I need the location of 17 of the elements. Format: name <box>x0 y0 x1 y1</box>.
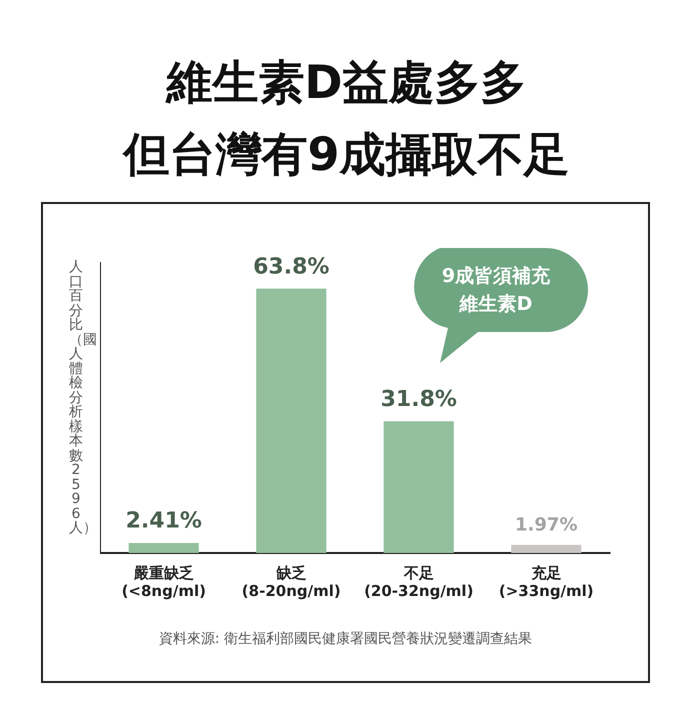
bar <box>256 288 326 553</box>
bar <box>384 421 454 553</box>
x-tick-label: 充足 (>33ng/ml) <box>498 564 594 600</box>
bar <box>128 543 199 553</box>
bar <box>511 544 582 553</box>
data-label: 63.8% <box>253 254 330 280</box>
annotation: 9成皆須補充維生素D <box>440 264 552 317</box>
x-tick-label: 不足 (20-32ng/ml) <box>364 564 474 600</box>
x-tick-label: 嚴重缺乏 (<8ng/ml) <box>122 564 206 600</box>
chart-title: 維生素D益處多多 <box>164 54 528 111</box>
x-tick-label: 缺乏 (8-20ng/ml) <box>242 564 341 600</box>
data-label: 31.8% <box>380 386 457 412</box>
source-note: 資料來源: 衛生福利部國民健康署國民營養狀況變遷調查結果 <box>158 630 534 648</box>
chart-subtitle: 但台灣有9成攝取不足 <box>121 126 570 183</box>
data-label: 1.97% <box>515 514 578 536</box>
text: 人口百分比（國人體檢分析樣本數2596人） <box>69 259 97 536</box>
data-label: 2.41% <box>126 508 202 534</box>
